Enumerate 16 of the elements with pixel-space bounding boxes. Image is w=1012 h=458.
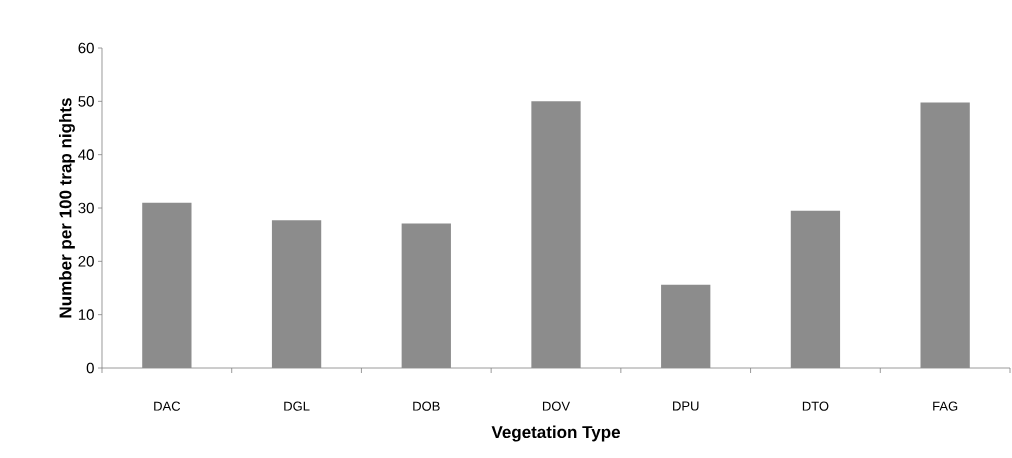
x-tick-label: DOB [413, 401, 440, 411]
x-tick-label: DTO [802, 401, 829, 411]
y-tick-label: 30 [78, 202, 94, 214]
y-tick-label: 20 [78, 256, 94, 267]
y-tick-label: 40 [78, 149, 94, 160]
x-tick-label: FAG [933, 401, 958, 411]
x-axis-title: Vegetation Type [491, 425, 620, 442]
y-tick-label: 0 [86, 362, 94, 374]
y-tick-label: 60 [78, 42, 94, 54]
x-tick-label: DAC [154, 401, 181, 411]
y-axis-title: Number per 100 trap nights [59, 98, 75, 318]
y-tick-label: 50 [78, 96, 94, 107]
x-tick-label: DPU [673, 401, 699, 411]
x-tick-label: DOV [542, 401, 571, 411]
x-tick-label: DGL [284, 401, 310, 411]
y-tick-label: 10 [78, 309, 94, 320]
